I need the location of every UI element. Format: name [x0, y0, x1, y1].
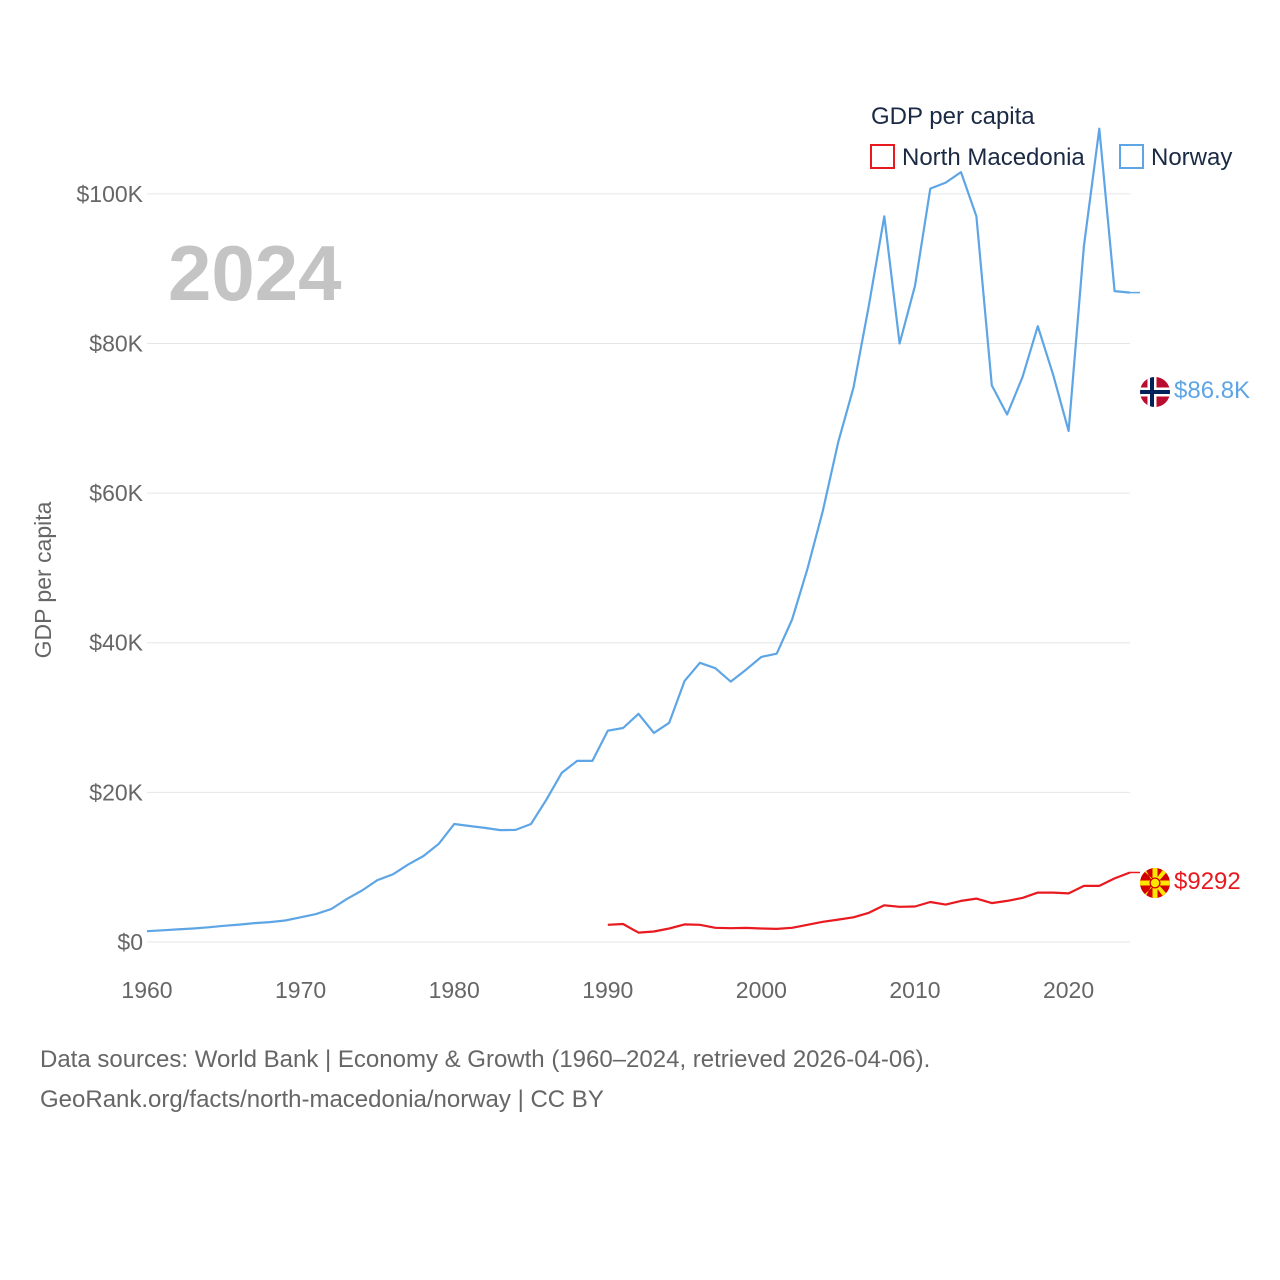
y-axis: $0 $20K $40K $60K $80K $100K	[76, 181, 143, 955]
legend-item-north-macedonia[interactable]: North Macedonia	[870, 144, 1085, 171]
x-tick-label: 2000	[736, 977, 787, 1003]
north-macedonia-end-marker: $9292	[1130, 868, 1241, 898]
y-tick-label: $100K	[76, 181, 143, 207]
x-tick-label: 2020	[1043, 977, 1094, 1003]
norway-flag-icon	[1140, 377, 1170, 407]
legend-swatch-norway	[1119, 144, 1144, 169]
norway-end-label: $86.8K	[1174, 377, 1250, 404]
legend-label-north-macedonia: North Macedonia	[902, 144, 1085, 171]
footer-sources: Data sources: World Bank | Economy & Gro…	[40, 1046, 931, 1073]
x-tick-label: 1960	[121, 977, 172, 1003]
series-line-north-macedonia	[607, 871, 1131, 934]
x-tick-label: 1970	[275, 977, 326, 1003]
y-tick-label: $80K	[89, 330, 143, 356]
y-tick-label: $40K	[89, 630, 143, 656]
grid	[147, 193, 1130, 943]
year-label: 2024	[168, 229, 342, 317]
x-axis: 1960 1970 1980 1990 2000 2010 2020	[121, 977, 1094, 1003]
series-line-norway	[146, 127, 1131, 933]
footer-link[interactable]: GeoRank.org/facts/north-macedonia/norway…	[40, 1086, 604, 1113]
legend: GDP per capita North Macedonia Norway	[870, 103, 1232, 171]
y-tick-label: $0	[117, 929, 143, 955]
legend-item-norway[interactable]: Norway	[1119, 144, 1232, 171]
y-axis-title: GDP per capita	[30, 501, 56, 658]
x-tick-label: 1990	[582, 977, 633, 1003]
legend-title: GDP per capita	[871, 103, 1035, 130]
x-tick-label: 1980	[429, 977, 480, 1003]
north-macedonia-flag-icon	[1140, 868, 1170, 898]
north-macedonia-end-label: $9292	[1174, 868, 1241, 895]
y-tick-label: $20K	[89, 779, 143, 805]
norway-end-marker: $86.8K	[1130, 291, 1250, 407]
series-lines	[146, 127, 1131, 934]
legend-label-norway: Norway	[1151, 144, 1232, 171]
y-tick-label: $60K	[89, 480, 143, 506]
legend-swatch-north-macedonia	[870, 144, 895, 169]
x-tick-label: 2010	[889, 977, 940, 1003]
footer: Data sources: World Bank | Economy & Gro…	[40, 1040, 930, 1120]
